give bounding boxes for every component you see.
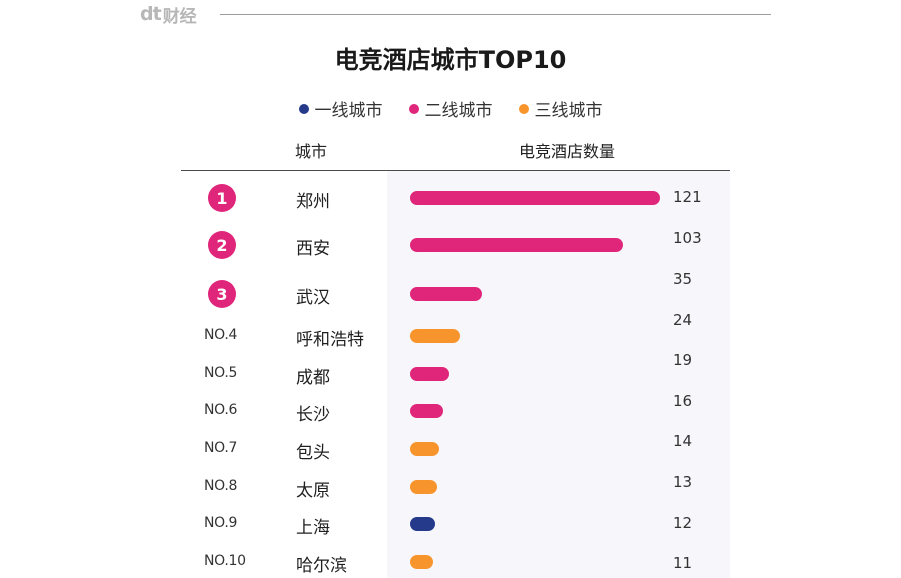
data-label: 19 — [673, 351, 693, 369]
data-label: 12 — [673, 514, 693, 532]
bar — [410, 404, 444, 418]
bar — [410, 238, 623, 252]
bar — [410, 287, 483, 301]
legend-item-tier3: 三线城市 — [518, 96, 603, 121]
rank-label: NO.8 — [204, 478, 238, 494]
data-label: 13 — [673, 473, 693, 491]
brand: dt 财经 — [140, 3, 197, 27]
rank-badge: 3 — [208, 280, 236, 308]
category-label: 呼和浩特 — [296, 330, 364, 350]
data-label: 16 — [673, 392, 693, 410]
category-label: 郑州 — [296, 192, 330, 212]
legend-label-tier1: 一线城市 — [314, 101, 383, 121]
rank-label: NO.10 — [204, 553, 246, 569]
category-label: 西安 — [296, 239, 330, 259]
bar — [410, 442, 439, 456]
legend-dot-tier1 — [298, 103, 309, 114]
brand-divider — [220, 14, 771, 15]
category-label: 上海 — [296, 518, 330, 538]
bar — [410, 191, 660, 205]
rank-label: NO.9 — [204, 515, 238, 531]
rank-label: NO.7 — [204, 440, 238, 456]
legend-item-tier1: 一线城市 — [298, 96, 383, 121]
header-divider — [181, 170, 730, 171]
category-label: 成都 — [296, 368, 330, 388]
rank-label: NO.5 — [204, 365, 238, 381]
bar — [410, 329, 460, 343]
legend-dot-tier3 — [518, 103, 529, 114]
legend-label-tier2: 二线城市 — [424, 101, 493, 121]
bar — [410, 367, 450, 381]
category-label: 长沙 — [296, 405, 330, 425]
legend-dot-tier2 — [408, 103, 419, 114]
rank-badge: 2 — [208, 231, 236, 259]
category-label: 包头 — [296, 443, 330, 463]
column-header-city: 城市 — [295, 142, 328, 161]
bar — [410, 555, 433, 569]
rank-label: NO.6 — [204, 402, 238, 418]
bar — [410, 480, 437, 494]
category-label: 哈尔滨 — [296, 556, 347, 576]
data-label: 35 — [673, 270, 693, 288]
rank-badge: 1 — [208, 184, 236, 212]
brand-name: 财经 — [162, 6, 197, 27]
data-label: 14 — [673, 432, 693, 450]
legend-label-tier3: 三线城市 — [534, 101, 603, 121]
legend-item-tier2: 二线城市 — [408, 96, 493, 121]
data-label: 11 — [673, 554, 693, 572]
data-label: 103 — [673, 229, 702, 247]
column-header-count: 电竞酒店数量 — [519, 142, 616, 161]
bar — [410, 517, 435, 531]
data-label: 121 — [673, 188, 702, 206]
data-label: 24 — [673, 311, 693, 329]
category-label: 太原 — [296, 481, 330, 501]
legend: 一线城市 二线城市 三线城市 — [0, 96, 901, 121]
category-label: 武汉 — [296, 288, 330, 308]
brand-logo: dt — [140, 3, 162, 25]
chart-title: 电竞酒店城市TOP10 — [334, 46, 567, 74]
rank-label: NO.4 — [204, 327, 238, 343]
